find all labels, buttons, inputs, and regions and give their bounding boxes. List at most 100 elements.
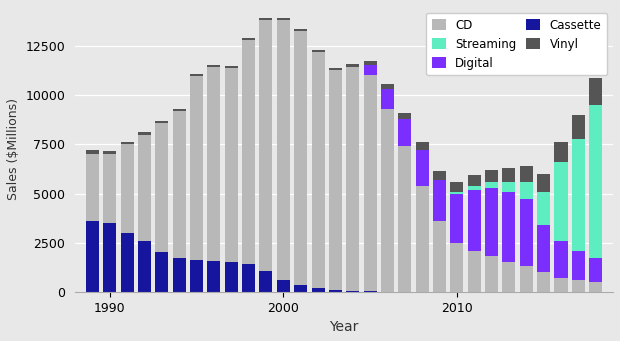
Bar (537, 272, 550, 292)
Bar (450, 182, 463, 192)
Bar (363, 291, 376, 292)
Bar (329, 70, 342, 290)
Bar (589, 258, 602, 282)
Bar (537, 225, 550, 272)
Bar (190, 76, 203, 260)
Bar (537, 174, 550, 192)
Bar (554, 278, 567, 292)
Bar (104, 154, 117, 223)
Bar (242, 40, 255, 264)
Bar (190, 74, 203, 76)
Bar (121, 233, 134, 292)
Bar (173, 258, 186, 292)
Bar (138, 132, 151, 135)
Bar (260, 271, 273, 292)
Bar (346, 64, 359, 66)
Bar (363, 75, 376, 291)
Bar (537, 192, 550, 225)
Bar (346, 66, 359, 291)
Bar (173, 109, 186, 111)
Bar (225, 66, 238, 68)
Bar (86, 150, 99, 154)
Bar (589, 105, 602, 258)
Bar (467, 190, 481, 251)
Bar (277, 20, 290, 280)
Bar (433, 180, 446, 221)
Bar (520, 182, 533, 199)
Bar (260, 18, 273, 20)
Bar (242, 264, 255, 292)
Bar (104, 151, 117, 154)
Bar (294, 31, 307, 285)
Bar (311, 52, 324, 288)
Bar (415, 150, 428, 186)
Bar (554, 143, 567, 162)
Bar (589, 282, 602, 292)
Bar (311, 288, 324, 292)
Bar (415, 186, 428, 292)
Bar (104, 223, 117, 292)
Bar (415, 143, 428, 150)
Bar (467, 251, 481, 292)
Bar (208, 65, 221, 67)
Bar (381, 89, 394, 109)
Bar (208, 261, 221, 292)
Bar (225, 68, 238, 262)
Bar (520, 266, 533, 292)
Bar (208, 67, 221, 261)
Bar (520, 199, 533, 266)
Bar (467, 186, 481, 190)
Bar (450, 192, 463, 194)
Bar (138, 241, 151, 292)
Bar (294, 285, 307, 292)
Bar (572, 251, 585, 280)
Legend: CD, Streaming, Digital, Cassette, Vinyl: CD, Streaming, Digital, Cassette, Vinyl (426, 13, 607, 75)
Bar (156, 121, 169, 123)
Bar (329, 290, 342, 292)
Bar (329, 68, 342, 70)
Bar (121, 145, 134, 233)
Bar (156, 123, 169, 252)
Bar (520, 166, 533, 182)
Bar (572, 138, 585, 251)
Bar (311, 50, 324, 52)
Bar (242, 39, 255, 40)
Bar (277, 280, 290, 292)
Bar (450, 194, 463, 243)
Bar (381, 84, 394, 89)
Bar (363, 61, 376, 65)
Bar (156, 252, 169, 292)
Bar (572, 115, 585, 138)
Bar (138, 135, 151, 241)
Bar (589, 78, 602, 105)
Bar (173, 111, 186, 258)
Bar (485, 170, 498, 182)
Bar (502, 182, 515, 192)
Bar (554, 241, 567, 278)
Bar (502, 262, 515, 292)
Bar (572, 280, 585, 292)
Bar (86, 221, 99, 292)
Bar (485, 256, 498, 292)
Bar (294, 29, 307, 31)
Bar (260, 20, 273, 271)
Bar (433, 221, 446, 292)
Bar (225, 262, 238, 292)
Bar (485, 188, 498, 256)
Bar (554, 162, 567, 241)
Bar (363, 65, 376, 75)
Bar (381, 109, 394, 292)
Bar (467, 175, 481, 186)
Bar (277, 18, 290, 20)
Bar (121, 142, 134, 145)
Bar (502, 192, 515, 262)
Bar (190, 260, 203, 292)
Bar (86, 154, 99, 221)
Bar (398, 146, 411, 292)
Bar (450, 243, 463, 292)
Bar (346, 291, 359, 292)
Bar (502, 168, 515, 182)
X-axis label: Year: Year (329, 320, 359, 334)
Bar (398, 119, 411, 146)
Bar (433, 171, 446, 180)
